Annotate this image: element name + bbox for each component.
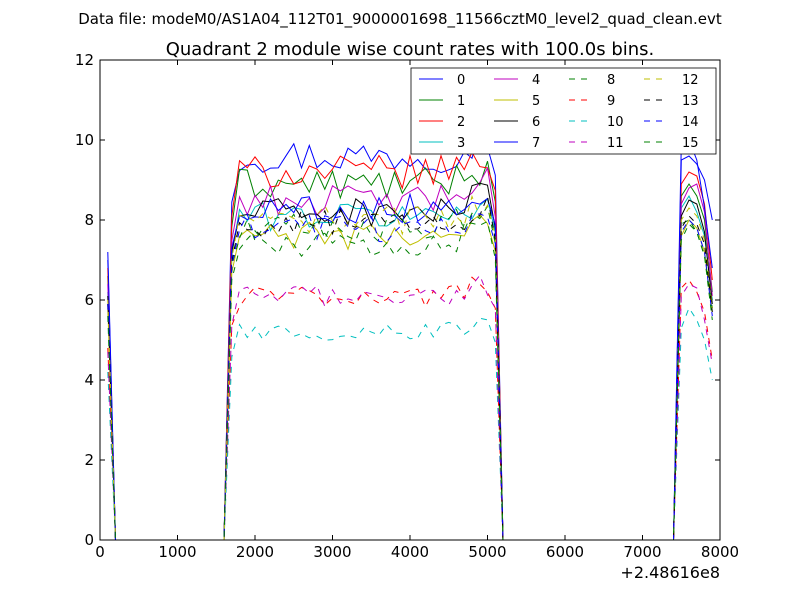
x-axis: 0 1000 2000 3000 4000 5000 6000 7000 8000 [95, 60, 739, 561]
legend-label-11: 11 [607, 136, 624, 151]
x-tick-label: 2000 [236, 543, 274, 561]
x-tick-label: 3000 [313, 543, 351, 561]
legend-label-12: 12 [682, 73, 699, 88]
y-tick-label: 0 [84, 531, 94, 549]
series-line-6 [107, 182, 713, 540]
legend-label-9: 9 [607, 94, 615, 109]
x-offset-label: +2.48616e8 [620, 563, 720, 582]
y-tick-label: 10 [75, 131, 94, 149]
figure-suptitle: Data file: modeM0/AS1A04_112T01_90000016… [78, 10, 722, 29]
x-tick-label: 7000 [623, 543, 661, 561]
series-line-2 [107, 151, 713, 540]
legend-label-10: 10 [607, 115, 624, 130]
series-line-14 [107, 212, 713, 540]
series-line-7 [107, 139, 713, 540]
series-line-5 [107, 214, 713, 540]
series-line-9 [107, 276, 713, 540]
legend-label-0: 0 [457, 73, 465, 88]
legend-label-14: 14 [682, 115, 699, 130]
y-tick-label: 12 [75, 51, 94, 69]
x-tick-label: 5000 [468, 543, 506, 561]
series-line-3 [107, 194, 713, 540]
series-line-1 [107, 161, 713, 540]
chart-title: Quadrant 2 module wise count rates with … [166, 39, 655, 60]
legend-label-6: 6 [532, 115, 540, 130]
x-tick-label: 0 [95, 543, 105, 561]
y-tick-label: 2 [84, 451, 94, 469]
legend-label-5: 5 [532, 94, 540, 109]
x-tick-label: 6000 [546, 543, 584, 561]
legend-box [410, 67, 717, 155]
series-line-4 [107, 166, 713, 540]
legend-label-15: 15 [682, 136, 699, 151]
series-line-10 [107, 306, 713, 540]
legend-label-13: 13 [682, 94, 699, 109]
series-line-12 [107, 194, 713, 540]
legend-label-4: 4 [532, 73, 540, 88]
legend-label-7: 7 [532, 136, 540, 151]
y-tick-label: 8 [84, 211, 94, 229]
series-lines [107, 126, 713, 540]
series-line-13 [107, 194, 713, 540]
legend-label-8: 8 [607, 73, 615, 88]
legend-label-2: 2 [457, 115, 465, 130]
series-line-15 [107, 220, 713, 540]
series-line-11 [107, 274, 713, 540]
y-tick-label: 6 [84, 291, 94, 309]
x-tick-label: 8000 [701, 543, 739, 561]
series-line-8 [107, 204, 713, 540]
x-tick-label: 1000 [158, 543, 196, 561]
x-tick-label: 4000 [391, 543, 429, 561]
y-tick-label: 4 [84, 371, 94, 389]
series-line-0 [107, 126, 713, 540]
legend-label-1: 1 [457, 94, 465, 109]
legend-label-3: 3 [457, 136, 465, 151]
